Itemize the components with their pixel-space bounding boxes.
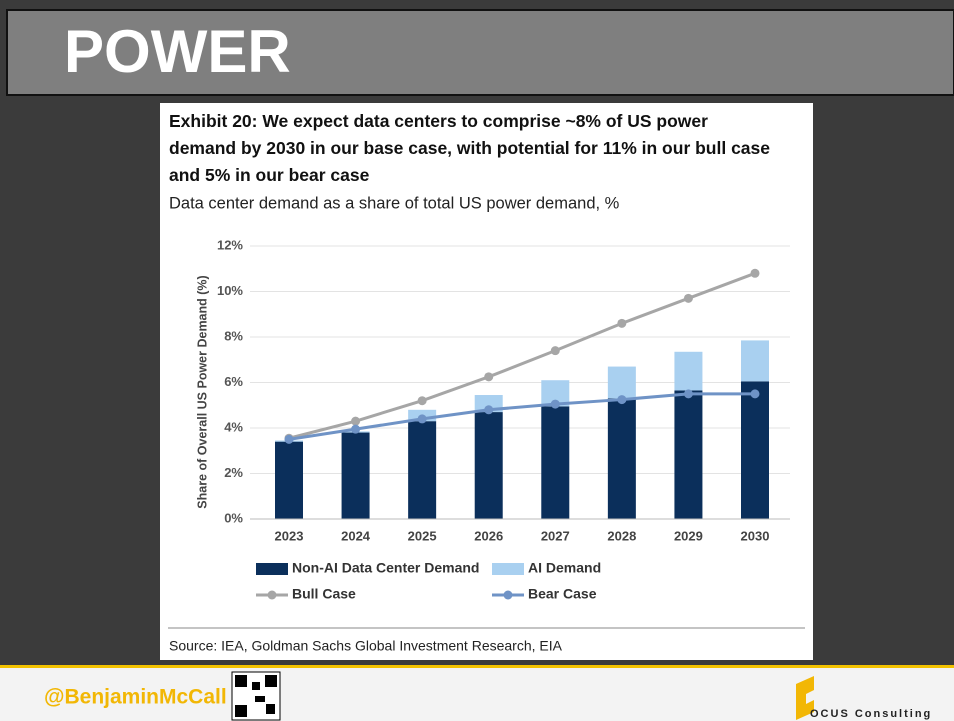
- y-tick-label: 12%: [217, 237, 243, 252]
- bar-segment: [607, 398, 636, 519]
- line-marker: [750, 389, 760, 399]
- legend-marker: [503, 590, 513, 600]
- chart-panel: [160, 103, 813, 660]
- line-marker: [417, 396, 427, 406]
- bar-segment: [341, 432, 370, 519]
- footer-rule: [0, 665, 954, 668]
- line-marker: [484, 405, 494, 415]
- bar-segment: [408, 421, 437, 519]
- qr-code: [231, 671, 281, 721]
- line-series: [288, 271, 756, 440]
- footer-band: [0, 665, 954, 721]
- line-marker: [550, 399, 560, 409]
- bar-segment: [741, 340, 769, 382]
- line-marker: [550, 346, 560, 356]
- line-marker: [284, 434, 294, 444]
- bar-segment: [275, 441, 303, 519]
- legend-label: Bull Case: [292, 586, 356, 602]
- x-tick-label: 2029: [674, 528, 703, 543]
- y-tick-label: 0%: [224, 510, 243, 525]
- line-marker: [750, 268, 760, 278]
- bar-segment: [607, 366, 636, 399]
- bar-segment: [474, 412, 503, 519]
- line-marker: [683, 293, 693, 303]
- line-marker: [351, 416, 361, 426]
- y-tick-label: 6%: [224, 374, 243, 389]
- legend-label: Non-AI Data Center Demand: [292, 560, 479, 576]
- chart-subtitle: Data center demand as a share of total U…: [169, 194, 620, 212]
- footer-handle: @BenjaminMcCall: [44, 686, 227, 709]
- slide-title: POWER: [64, 18, 291, 85]
- x-tick-label: 2027: [541, 528, 570, 543]
- line-marker: [484, 372, 494, 382]
- legend-marker: [267, 590, 277, 600]
- bar-segment: [541, 406, 570, 519]
- y-axis-label: Share of Overall US Power Demand (%): [195, 275, 209, 508]
- x-tick-label: 2024: [341, 528, 371, 543]
- x-tick-label: 2028: [607, 528, 636, 543]
- bar-segment: [674, 390, 703, 519]
- y-tick-label: 10%: [217, 283, 243, 298]
- chart-title: Exhibit 20: We expect data centers to co…: [169, 111, 770, 185]
- line-marker: [683, 389, 693, 399]
- source: Source: IEA, Goldman Sachs Global Invest…: [169, 638, 563, 654]
- legend-label: Bear Case: [528, 586, 597, 602]
- y-tick-label: 2%: [224, 465, 243, 480]
- bar-segment: [674, 351, 703, 391]
- line-marker: [617, 395, 627, 405]
- line-series: [288, 392, 755, 441]
- title-band: [6, 9, 954, 96]
- x-tick-label: 2030: [741, 528, 770, 543]
- line-marker: [617, 318, 627, 328]
- logo-text: OCUS Consulting: [810, 708, 932, 720]
- y-tick-label: 4%: [224, 419, 243, 434]
- legend-label: AI Demand: [528, 560, 601, 576]
- logo-mark: [796, 676, 814, 720]
- x-tick-label: 2026: [474, 528, 503, 543]
- legend-swatch: [492, 563, 524, 575]
- x-tick-label: 2025: [408, 528, 437, 543]
- x-tick-label: 2023: [275, 528, 304, 543]
- line-marker: [351, 424, 361, 434]
- line-marker: [417, 414, 427, 424]
- bar-segment: [741, 381, 769, 519]
- legend-swatch: [256, 563, 288, 575]
- y-tick-label: 8%: [224, 328, 243, 343]
